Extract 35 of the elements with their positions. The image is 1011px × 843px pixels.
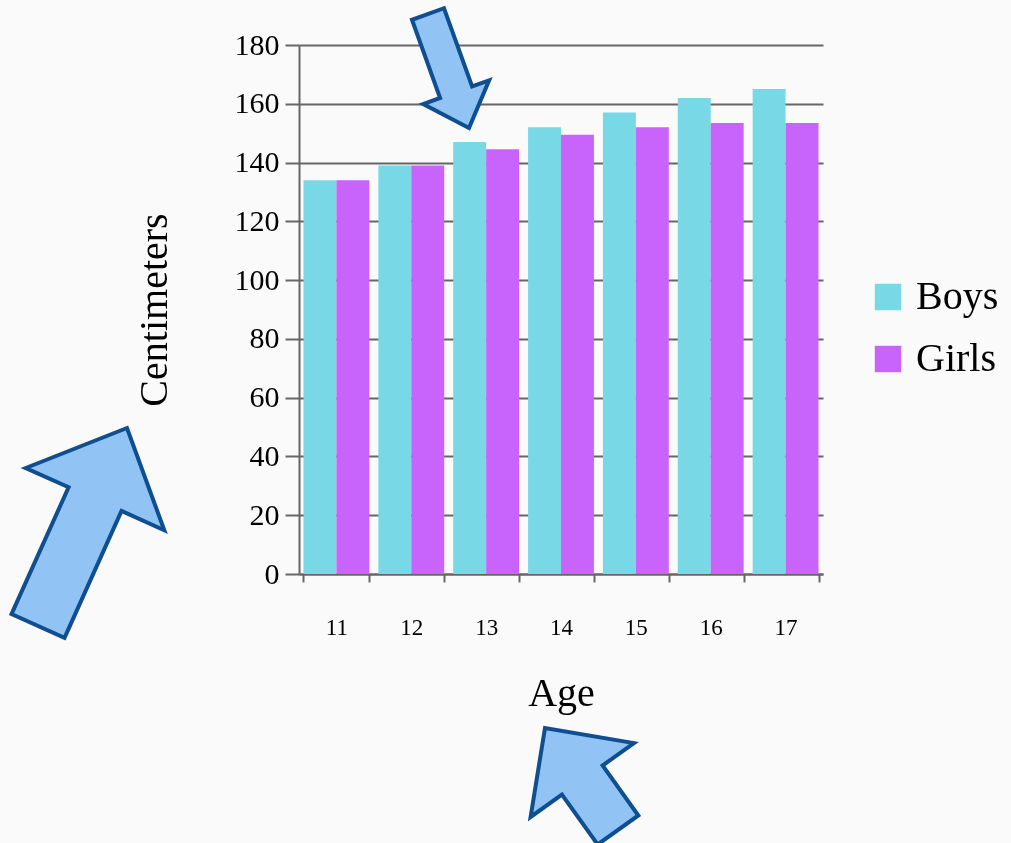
- bar: [411, 165, 445, 574]
- bar: [453, 141, 487, 574]
- bar: [752, 89, 786, 574]
- bar: [378, 165, 412, 574]
- y-tick-label: 60: [249, 380, 280, 414]
- x-tick-label: 16: [699, 614, 723, 640]
- y-tick-label: 100: [234, 262, 280, 296]
- x-tick-label: 12: [400, 614, 424, 640]
- x-tick-label: 11: [325, 614, 349, 640]
- legend-label: Boys: [916, 273, 999, 318]
- y-tick-label: 40: [249, 438, 280, 472]
- bar: [710, 122, 744, 574]
- bar: [635, 127, 669, 574]
- bar: [486, 149, 520, 574]
- x-tick-label: 15: [624, 614, 648, 640]
- bar: [785, 122, 819, 574]
- legend-label: Girls: [916, 335, 996, 380]
- x-tick-label: 14: [550, 614, 574, 640]
- y-tick-label: 140: [234, 145, 280, 179]
- x-tick-label: 17: [774, 614, 798, 640]
- y-tick-label: 20: [249, 497, 280, 531]
- y-axis-title: Centimeters: [130, 213, 176, 407]
- y-tick-label: 0: [264, 556, 280, 590]
- y-tick-label: 180: [234, 27, 280, 61]
- x-tick-label: 13: [475, 614, 499, 640]
- bar: [561, 134, 594, 574]
- y-tick-label: 80: [249, 321, 280, 355]
- y-tick-label: 160: [234, 86, 280, 120]
- bar: [528, 127, 561, 574]
- bar: [336, 180, 370, 574]
- bar: [677, 97, 711, 574]
- y-tick-label: 120: [234, 203, 280, 237]
- x-axis-title: Age: [528, 669, 595, 715]
- bar: [602, 112, 636, 574]
- bar: [303, 180, 337, 574]
